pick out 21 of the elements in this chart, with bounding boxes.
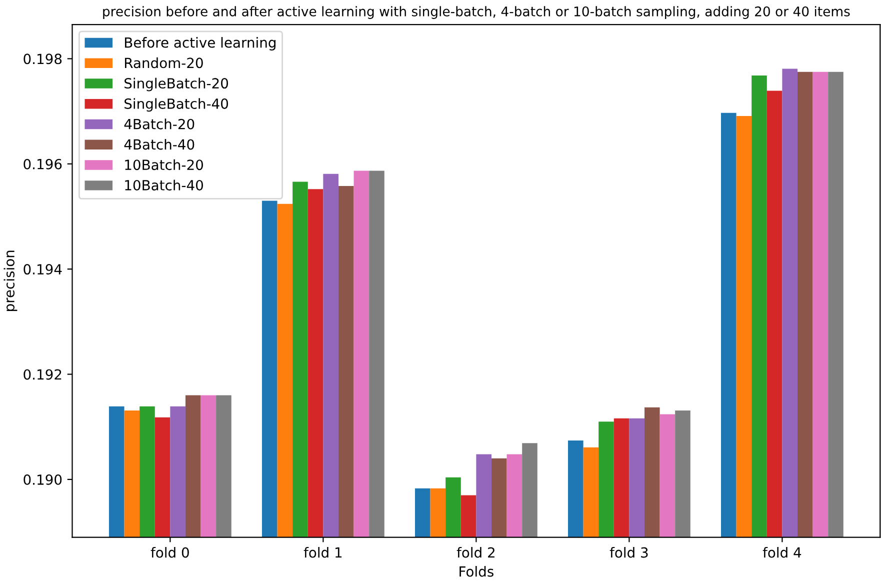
x-axis-title: Folds bbox=[460, 566, 494, 577]
y-tick-label: 0.192 bbox=[24, 369, 62, 380]
y-tick-label: 0.190 bbox=[24, 474, 62, 485]
legend-label: 4Batch-20 bbox=[124, 118, 194, 130]
y-tick-label: 0.198 bbox=[24, 54, 62, 64]
chart-title: precision before and after active learning with single-batch, 4-batch or 10-batch sampling, adding 20 or 40 items bbox=[103, 6, 850, 19]
x-tick-label: fold 4 bbox=[762, 547, 802, 558]
x-tick-label: fold 1 bbox=[304, 547, 342, 558]
legend-label: SingleBatch-20 bbox=[124, 78, 228, 92]
y-tick-label: 0.194 bbox=[24, 264, 62, 275]
y-axis-title: precision bbox=[4, 250, 18, 311]
x-tick-label: fold 2 bbox=[456, 547, 494, 558]
legend-label: SingleBatch-40 bbox=[124, 98, 228, 112]
x-tick-label: fold 3 bbox=[610, 547, 648, 558]
legend-label: 10Batch-20 bbox=[125, 159, 203, 170]
legend-label: Before active learning bbox=[124, 37, 276, 50]
x-tick-label: fold 0 bbox=[150, 547, 189, 558]
y-tick-label: 0.196 bbox=[24, 158, 62, 170]
legend-label: 4Batch-40 bbox=[124, 138, 194, 150]
legend-label: 10Batch-40 bbox=[125, 180, 203, 190]
legend-label: Random-20 bbox=[124, 57, 203, 68]
